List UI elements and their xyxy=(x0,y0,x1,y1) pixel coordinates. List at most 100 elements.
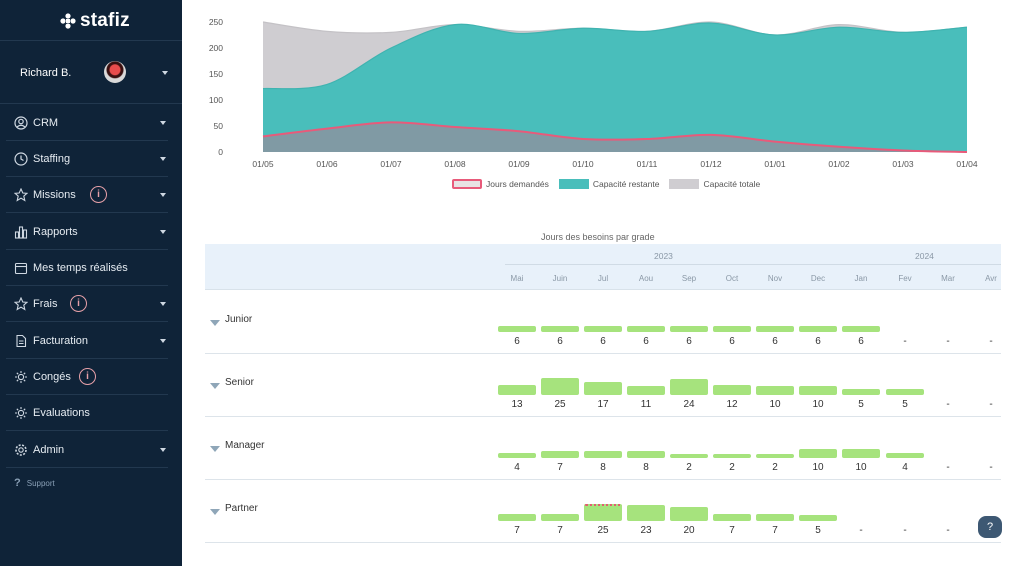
grade-bar[interactable] xyxy=(713,454,751,458)
month-label: Juin xyxy=(552,274,568,283)
grade-bar[interactable] xyxy=(627,326,665,332)
sidebar-item-staffing[interactable]: Staffing xyxy=(6,141,168,177)
grade-bar[interactable] xyxy=(799,449,837,458)
grade-bar[interactable] xyxy=(886,389,924,395)
chevron-down-icon xyxy=(160,230,166,234)
grade-bar[interactable] xyxy=(584,451,622,458)
grade-cell-value: 6 xyxy=(729,336,735,347)
grade-bar[interactable] xyxy=(541,326,579,332)
sidebar-item-evaluations[interactable]: Evaluations xyxy=(6,395,168,431)
user-menu[interactable]: Richard B. xyxy=(0,40,182,104)
grade-cell-value: 5 xyxy=(902,399,908,410)
grade-bar[interactable] xyxy=(541,451,579,458)
grade-cell-value: 2 xyxy=(772,462,778,473)
grade-bar[interactable] xyxy=(670,379,708,395)
sidebar-item-admin[interactable]: Admin xyxy=(6,432,168,468)
month-label: Dec xyxy=(810,274,826,283)
grade-bar[interactable] xyxy=(541,378,579,395)
grade-label: Junior xyxy=(225,314,253,325)
sidebar-item-rapports[interactable]: Rapports xyxy=(6,214,168,250)
clock-icon xyxy=(14,152,28,166)
grade-bar[interactable] xyxy=(756,386,794,395)
grade-cell-value: 17 xyxy=(597,399,609,410)
grade-cell-value: - xyxy=(946,462,950,473)
grade-bar[interactable] xyxy=(756,326,794,332)
legend-swatch xyxy=(669,179,700,189)
month-label: Fev xyxy=(898,274,912,283)
info-icon[interactable]: i xyxy=(79,368,96,385)
grade-cell-value: 25 xyxy=(597,525,609,536)
y-tick-label: 200 xyxy=(209,43,223,53)
grade-bar[interactable] xyxy=(498,326,536,332)
stafiz-logo[interactable]: stafiz xyxy=(60,10,130,32)
grade-cell-value: 7 xyxy=(729,525,735,536)
grade-bar[interactable] xyxy=(799,515,837,521)
info-icon[interactable]: i xyxy=(90,186,107,203)
sidebar-item-crm[interactable]: CRM xyxy=(6,105,168,141)
grade-bar[interactable] xyxy=(627,451,665,458)
info-icon[interactable]: i xyxy=(70,295,87,312)
chevron-down-icon xyxy=(160,121,166,125)
x-tick-label: 01/10 xyxy=(572,159,594,169)
grade-bar[interactable] xyxy=(886,453,924,458)
grade-cell-value: 5 xyxy=(858,399,864,410)
expand-toggle-icon[interactable] xyxy=(210,320,220,326)
month-label: Jul xyxy=(597,274,609,283)
sun-icon xyxy=(15,407,27,419)
sidebar-item-facturation[interactable]: Facturation xyxy=(6,323,168,359)
calendar-icon xyxy=(14,262,28,275)
avatar[interactable] xyxy=(104,61,126,83)
grade-row-junior: Junior 6 6 6 6 6 6 6 6 6 - - - xyxy=(205,291,1001,354)
grade-bar[interactable] xyxy=(541,514,579,521)
help-button[interactable]: ? xyxy=(978,516,1002,538)
expand-toggle-icon[interactable] xyxy=(210,383,220,389)
logo-text: stafiz xyxy=(80,10,130,31)
legend-item[interactable]: Capacité restante xyxy=(558,179,659,189)
month-label: Avr xyxy=(985,274,997,283)
grade-bar[interactable] xyxy=(498,514,536,521)
sidebar-item-cong-s[interactable]: Congés i xyxy=(6,359,168,395)
grade-cell-value: - xyxy=(859,525,863,536)
grade-bar[interactable] xyxy=(584,382,622,395)
grade-bar[interactable] xyxy=(799,326,837,332)
grade-bar[interactable] xyxy=(670,507,708,521)
grade-bar[interactable] xyxy=(756,514,794,521)
sidebar-item-mes-temps-r-alis-s[interactable]: Mes temps réalisés xyxy=(6,250,168,286)
expand-toggle-icon[interactable] xyxy=(210,509,220,515)
grade-bar[interactable] xyxy=(627,505,665,521)
grade-cell-value: - xyxy=(946,399,950,410)
grade-bar[interactable] xyxy=(670,326,708,332)
sidebar-item-label: Admin xyxy=(33,444,65,456)
grade-bar[interactable] xyxy=(670,454,708,458)
sidebar-item-frais[interactable]: Frais i xyxy=(6,286,168,322)
grade-bar[interactable] xyxy=(799,386,837,395)
grade-bar[interactable] xyxy=(498,453,536,458)
grade-bar[interactable] xyxy=(713,326,751,332)
legend-item[interactable]: Capacité totale xyxy=(669,179,760,189)
support-link[interactable]: ? Support xyxy=(14,477,55,489)
grade-bar[interactable] xyxy=(498,385,536,395)
grade-bar[interactable] xyxy=(842,449,880,458)
expand-toggle-icon[interactable] xyxy=(210,446,220,452)
grade-bar[interactable] xyxy=(842,389,880,395)
grade-bar[interactable] xyxy=(842,326,880,332)
grade-cell-value: 5 xyxy=(815,525,821,536)
legend-item[interactable]: Jours demandés xyxy=(452,179,549,189)
month-label: Oct xyxy=(725,274,739,283)
x-tick-label: 01/03 xyxy=(892,159,914,169)
grade-bar[interactable] xyxy=(584,504,622,521)
user-name: Richard B. xyxy=(20,67,72,79)
legend-label: Capacité totale xyxy=(703,179,761,189)
sidebar-item-missions[interactable]: Missions i xyxy=(6,177,168,213)
grade-bar[interactable] xyxy=(713,514,751,521)
x-tick-label: 01/05 xyxy=(252,159,274,169)
sidebar-item-label: Congés xyxy=(33,371,71,383)
grade-cell-value: 6 xyxy=(643,336,649,347)
area-capacit-restante xyxy=(263,23,967,152)
grade-bar[interactable] xyxy=(627,386,665,395)
grade-bar[interactable] xyxy=(756,454,794,458)
grade-bar[interactable] xyxy=(584,326,622,332)
grade-cell-value: 6 xyxy=(686,336,692,347)
grade-bar[interactable] xyxy=(713,385,751,395)
